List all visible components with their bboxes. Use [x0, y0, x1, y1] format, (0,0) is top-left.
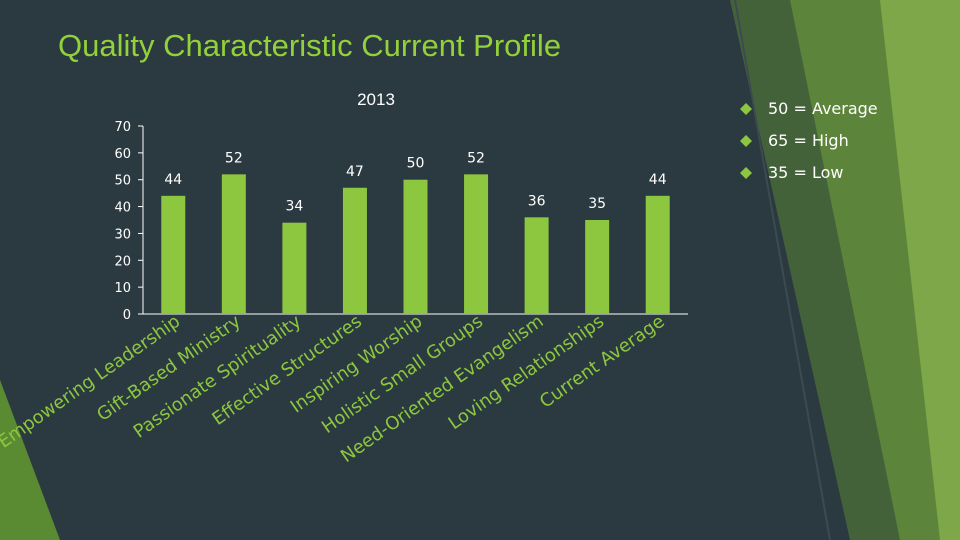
data-label: 52	[225, 150, 243, 166]
y-tick-label: 20	[114, 254, 131, 269]
note-item: 50 = Average	[740, 96, 878, 128]
data-label: 35	[588, 196, 606, 212]
bar	[464, 174, 489, 314]
y-tick-label: 50	[114, 174, 131, 189]
bar	[645, 195, 670, 314]
notes-list: 50 = Average 65 = High 35 = Low	[740, 96, 878, 192]
note-item: 65 = High	[740, 128, 878, 160]
note-text: 65 = High	[768, 131, 849, 150]
bar	[585, 220, 610, 314]
diamond-bullet-icon	[740, 167, 752, 179]
y-tick-label: 10	[114, 281, 131, 296]
data-label: 34	[285, 199, 303, 215]
data-label: 52	[467, 150, 485, 166]
y-tick-label: 70	[114, 120, 131, 135]
y-tick-label: 30	[114, 227, 131, 242]
data-label: 44	[164, 172, 182, 188]
data-label: 50	[407, 156, 425, 172]
slide-title: Quality Characteristic Current Profile	[58, 28, 562, 63]
diamond-bullet-icon	[740, 135, 752, 147]
bar	[524, 217, 549, 314]
data-label: 36	[528, 193, 546, 209]
note-text: 35 = Low	[768, 163, 844, 182]
y-tick-label: 60	[114, 147, 131, 162]
bar	[282, 222, 307, 314]
data-label: 47	[346, 164, 364, 180]
data-label: 44	[649, 172, 667, 188]
y-tick-label: 40	[114, 201, 131, 216]
bar	[221, 174, 246, 314]
bar	[403, 179, 428, 314]
bar	[342, 187, 367, 314]
diamond-bullet-icon	[740, 103, 752, 115]
y-tick-label: 0	[123, 308, 131, 323]
note-text: 50 = Average	[768, 99, 878, 118]
note-item: 35 = Low	[740, 160, 878, 192]
chart-title: 2013	[357, 90, 395, 109]
bar	[161, 195, 186, 314]
